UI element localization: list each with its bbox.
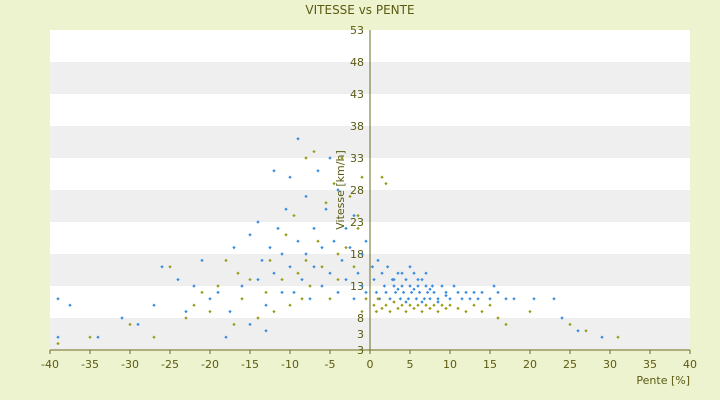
x-tick-label: -25 — [161, 358, 179, 371]
data-point-series-b — [152, 335, 156, 339]
data-point-series-a — [152, 303, 156, 307]
data-point-series-b — [200, 290, 204, 295]
data-point-series-b — [232, 322, 236, 327]
data-point-series-a — [192, 284, 196, 288]
data-point-series-b — [236, 271, 240, 275]
x-tick-label: 0 — [367, 358, 374, 371]
data-point-series-b — [128, 322, 132, 327]
y-tick-label: 48 — [350, 56, 364, 69]
data-point-series-a — [176, 277, 180, 282]
x-tick-label: -20 — [201, 358, 219, 371]
y-tick-label: 18 — [350, 248, 364, 261]
data-point-series-b — [192, 303, 196, 307]
data-point-series-a — [248, 322, 252, 327]
data-point-series-a — [56, 335, 60, 339]
data-point-series-b — [224, 258, 228, 263]
x-tick-label: -30 — [121, 358, 139, 371]
data-point-series-a — [56, 297, 60, 301]
data-point-series-a — [184, 309, 188, 314]
data-point-series-b — [216, 284, 220, 288]
y-tick-label: 53 — [350, 24, 364, 37]
x-tick-label: -35 — [81, 358, 99, 371]
x-tick-label: 40 — [683, 358, 697, 371]
data-point-series-b — [168, 265, 172, 269]
data-point-series-a — [216, 290, 220, 295]
y-tick-label: 33 — [350, 152, 364, 165]
data-point-series-a — [136, 322, 140, 327]
y-tick-label: 3 — [357, 328, 364, 341]
x-tick-label: 25 — [563, 358, 577, 371]
y-tick-label: 8 — [357, 312, 364, 325]
x-tick-label: -15 — [241, 358, 259, 371]
data-point-series-b — [248, 277, 252, 282]
x-tick-label: 10 — [443, 358, 457, 371]
y-tick-label: 28 — [350, 184, 364, 197]
x-axis-label: Pente [%] — [636, 374, 690, 387]
data-point-series-a — [224, 335, 228, 339]
x-tick-label: 20 — [523, 358, 537, 371]
x-axis-ticks: -40 -35 -30 -25 -20 -15 -10 -5 0 5 10 15 20 25 30 35 40 — [41, 350, 697, 371]
data-point-series-a — [248, 233, 252, 237]
data-point-series-b — [616, 335, 620, 339]
data-point-series-a — [200, 258, 204, 263]
data-point-series-b — [208, 309, 212, 314]
y-tick-label: 13 — [350, 280, 364, 293]
y-tick-label: 38 — [350, 120, 364, 133]
data-point-series-b — [184, 316, 188, 320]
data-point-series-a — [240, 284, 244, 288]
y-tick-label: 23 — [350, 216, 364, 229]
y-tick-label: 43 — [350, 88, 364, 101]
data-point-series-a — [228, 309, 232, 314]
data-point-series-a — [208, 297, 212, 301]
x-tick-label: 15 — [483, 358, 497, 371]
x-tick-label: 30 — [603, 358, 617, 371]
y-axis-ticks: 338131823283338434853 — [350, 24, 364, 357]
chart-title: VITESSE vs PENTE — [305, 3, 414, 17]
x-tick-label: 5 — [407, 358, 414, 371]
data-point-series-a — [560, 316, 564, 320]
x-tick-label: 35 — [643, 358, 657, 371]
data-point-series-a — [600, 335, 604, 339]
data-point-series-b — [56, 341, 60, 346]
y-axis-label: Vitesse [km/h] — [334, 150, 347, 230]
x-tick-label: -5 — [325, 358, 336, 371]
data-point-series-b — [528, 309, 532, 314]
data-point-series-a — [160, 265, 164, 269]
data-point-series-b — [240, 297, 244, 301]
x-tick-label: -10 — [281, 358, 299, 371]
x-tick-label: -40 — [41, 358, 59, 371]
